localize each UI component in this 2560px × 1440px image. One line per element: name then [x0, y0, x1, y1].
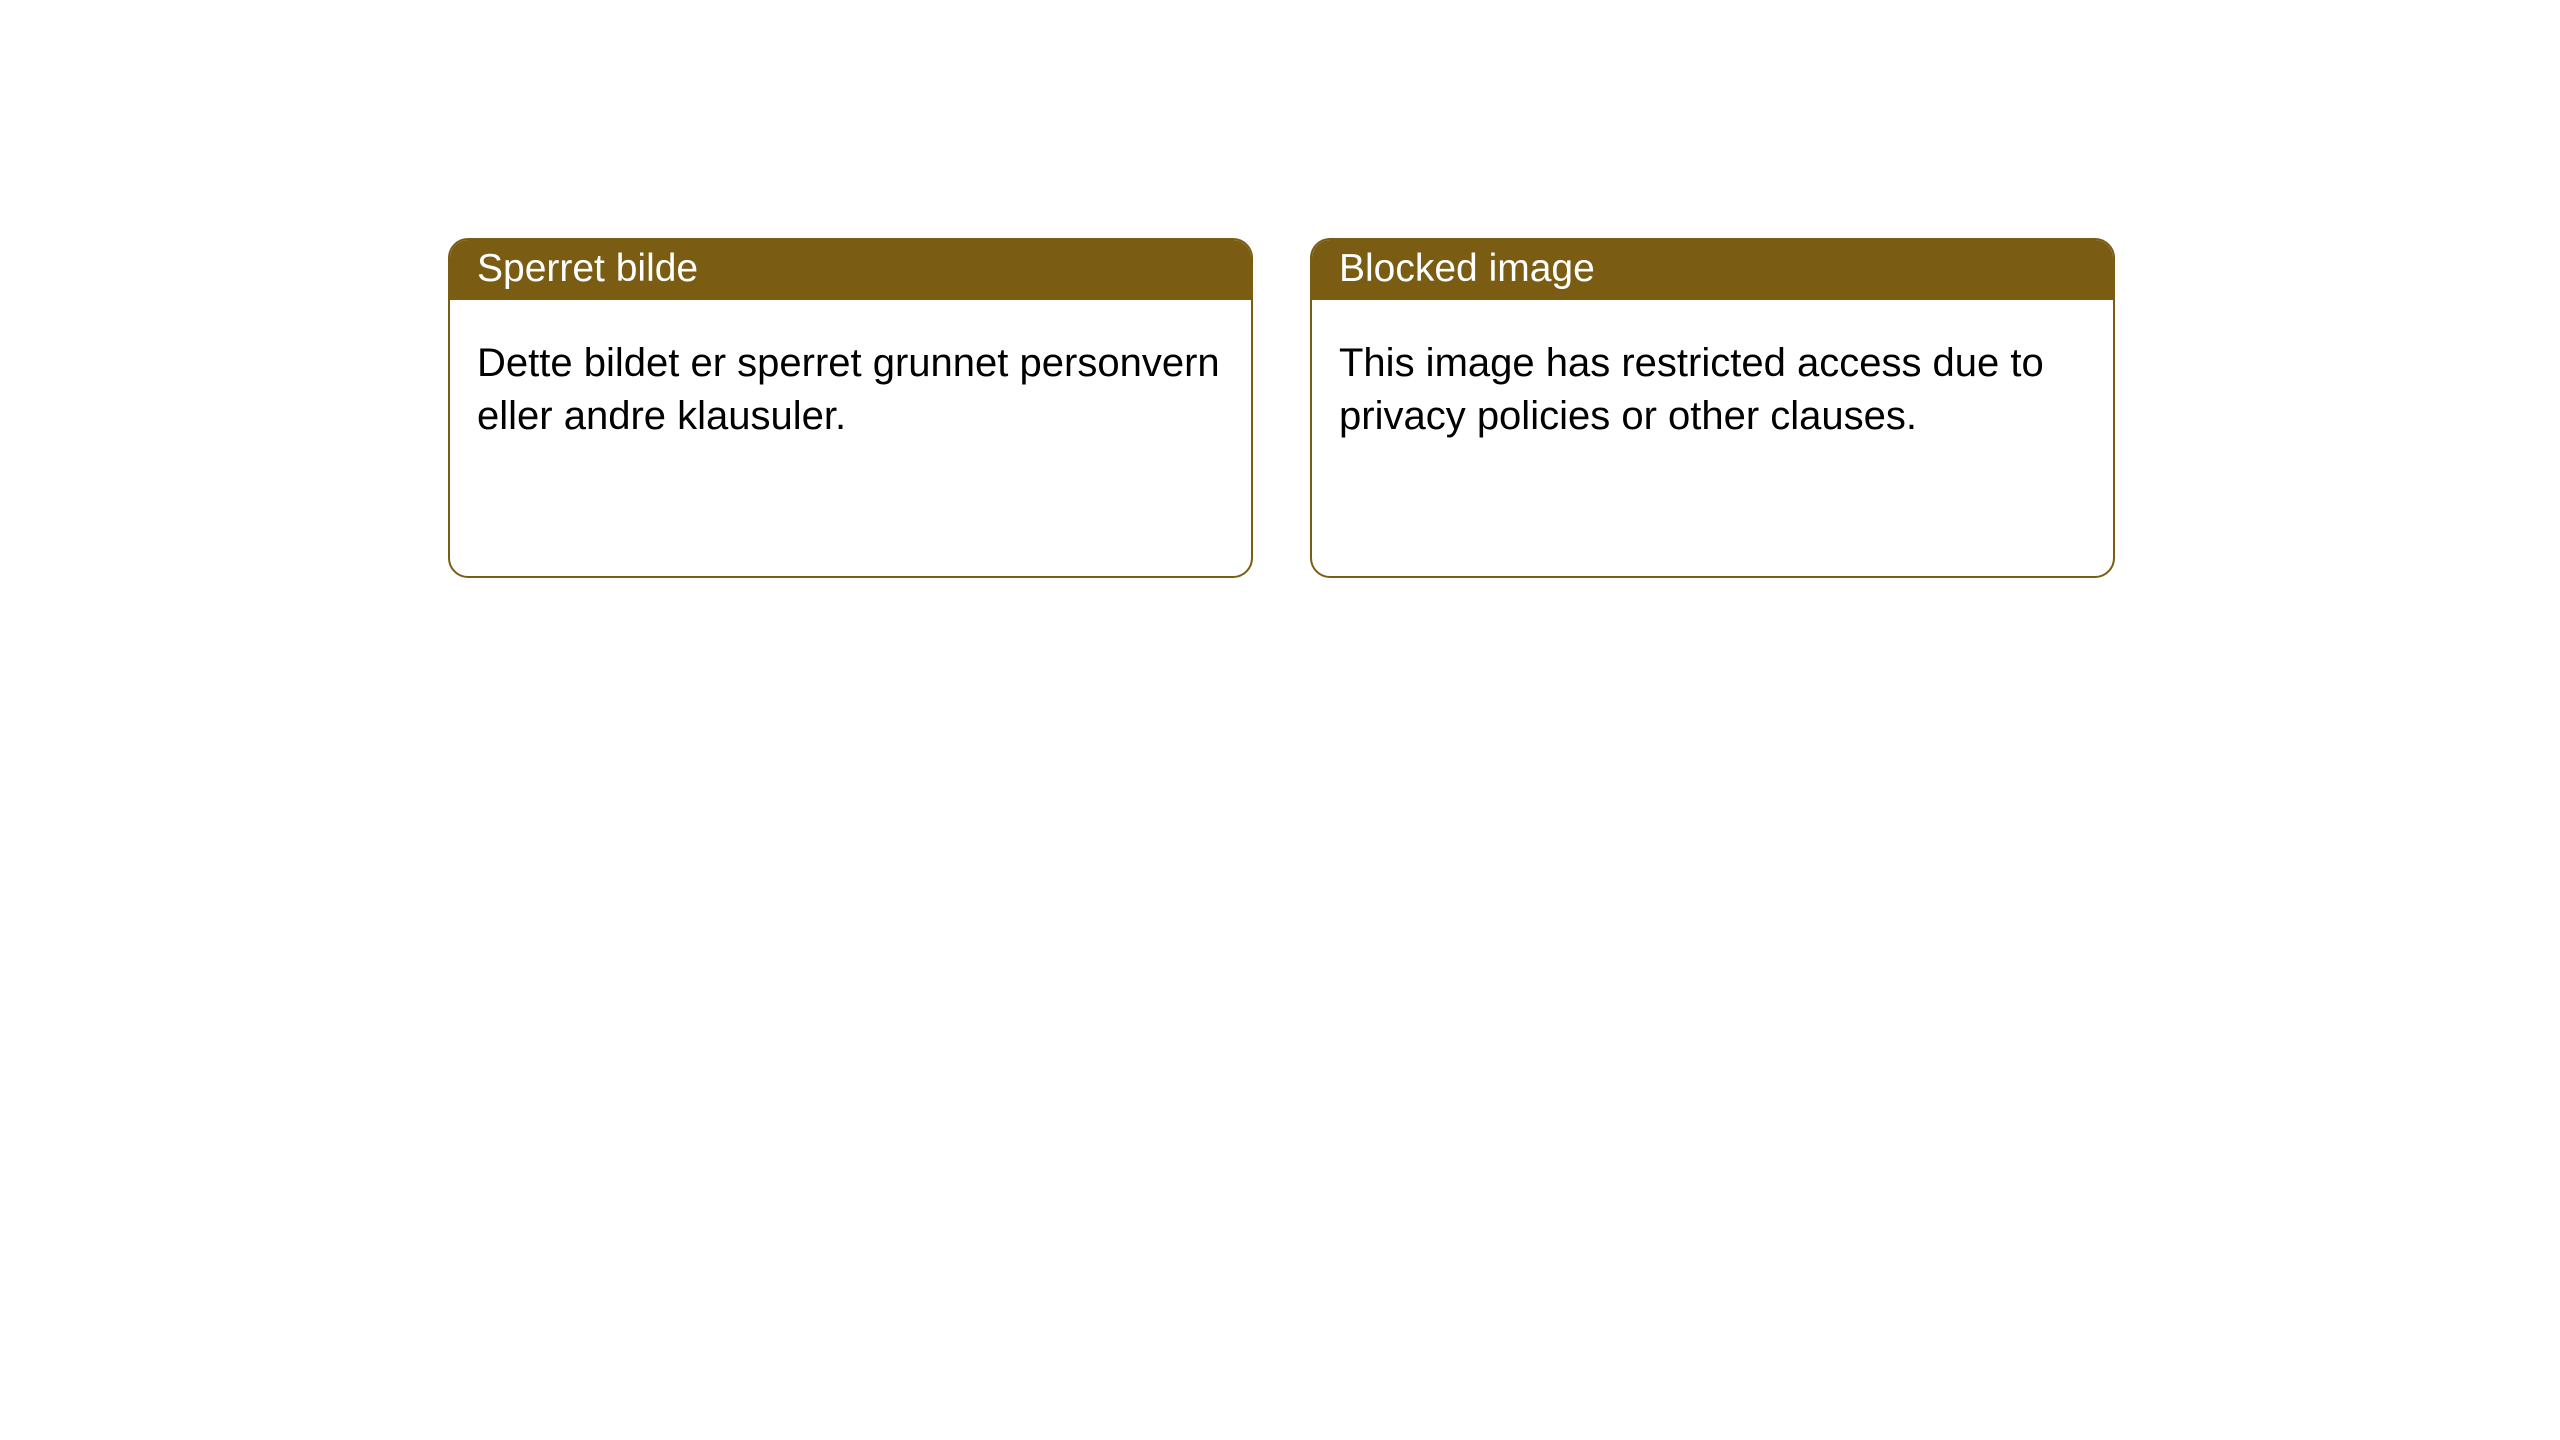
- card-title: Sperret bilde: [477, 247, 698, 290]
- card-body: Dette bildet er sperret grunnet personve…: [450, 300, 1251, 470]
- card-body-text: This image has restricted access due to …: [1339, 341, 2044, 438]
- card-header: Sperret bilde: [450, 240, 1251, 300]
- card-body: This image has restricted access due to …: [1312, 300, 2113, 470]
- card-title: Blocked image: [1339, 247, 1595, 290]
- card-header: Blocked image: [1312, 240, 2113, 300]
- notice-cards-container: Sperret bilde Dette bildet er sperret gr…: [0, 0, 2560, 578]
- blocked-image-card-english: Blocked image This image has restricted …: [1310, 238, 2115, 578]
- blocked-image-card-norwegian: Sperret bilde Dette bildet er sperret gr…: [448, 238, 1253, 578]
- card-body-text: Dette bildet er sperret grunnet personve…: [477, 341, 1220, 438]
